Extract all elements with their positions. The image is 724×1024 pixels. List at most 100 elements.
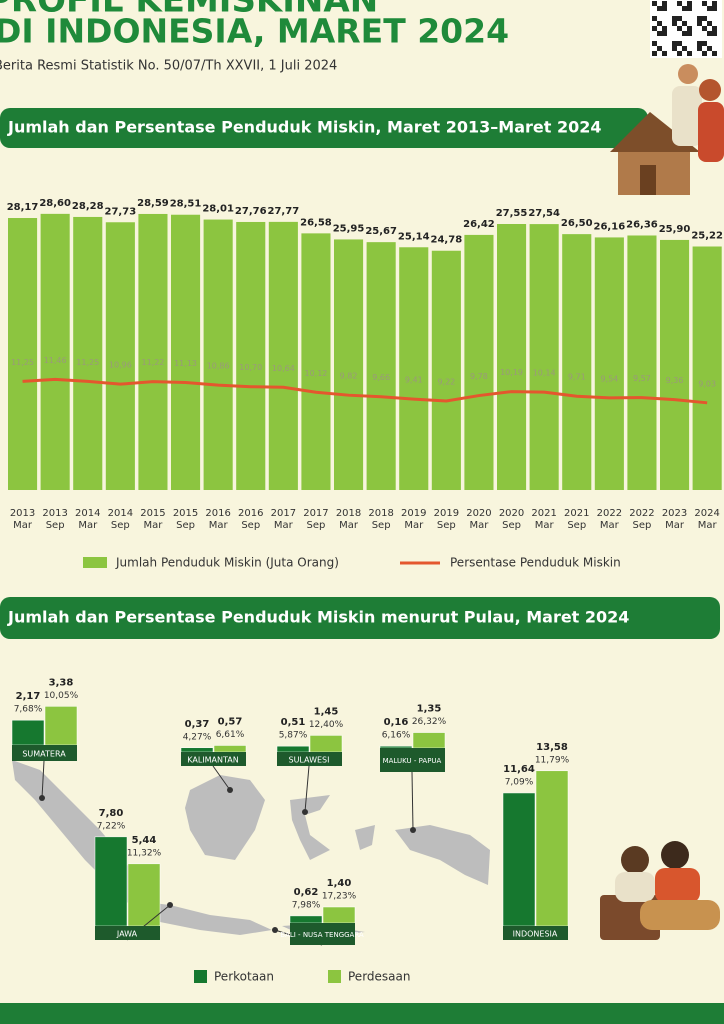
- qr-cell: [672, 46, 677, 51]
- bar: [105, 222, 135, 490]
- bar-value-label: 0,51: [281, 717, 306, 728]
- line-value-label: 10,12: [304, 369, 327, 378]
- x-tick-label: 2014 Sep: [107, 508, 134, 531]
- bar: [138, 213, 168, 490]
- percent-label: 6,16%: [382, 731, 411, 741]
- line-value-label: 9,54: [600, 374, 618, 383]
- bar: [334, 239, 364, 490]
- qr-cell: [677, 16, 682, 21]
- bar: [127, 863, 161, 927]
- bar-value-label: 27,77: [268, 206, 300, 217]
- qr-cell: [712, 1, 717, 6]
- line-value-label: 10,19: [500, 368, 523, 377]
- line-value-label: 10,96: [109, 361, 132, 370]
- qr-cell: [662, 1, 667, 6]
- region-label: SUMATERA: [22, 750, 66, 759]
- connector: [212, 765, 231, 791]
- connector-dot: [302, 809, 308, 815]
- map: [12, 760, 490, 936]
- bar: [301, 233, 331, 490]
- qr-cell: [702, 1, 707, 6]
- bar: [379, 745, 413, 749]
- region-label: MALUKU - PAPUA: [383, 757, 442, 765]
- section-title: Jumlah dan Persentase Penduduk Miskin, M…: [7, 118, 601, 137]
- qr-cell: [687, 51, 692, 56]
- percent-label: 17,23%: [322, 892, 357, 902]
- legend-label: Jumlah Penduduk Miskin (Juta Orang): [115, 556, 339, 570]
- bar-value-label: 0,16: [384, 717, 409, 728]
- qr-cell: [707, 31, 712, 36]
- line-value-label: 10,64: [272, 364, 295, 373]
- footer-band: [0, 1003, 724, 1024]
- qr-cell: [697, 46, 702, 51]
- bar-value-label: 27,54: [528, 208, 560, 219]
- region-label: KALIMANTAN: [187, 756, 238, 765]
- percent-label: 5,87%: [279, 731, 308, 741]
- bar-value-label: 13,58: [536, 742, 568, 753]
- qr-cell: [657, 46, 662, 51]
- line-value-label: 9,71: [568, 373, 586, 382]
- bar: [309, 735, 343, 753]
- bar: [535, 770, 569, 927]
- qr-cell: [682, 6, 687, 11]
- qr-cell: [677, 51, 682, 56]
- connector: [411, 771, 414, 831]
- bar-value-label: 25,95: [333, 223, 365, 234]
- percent-label: 11,32%: [127, 848, 162, 858]
- qr-cell: [712, 51, 717, 56]
- bar-value-label: 2,17: [16, 691, 41, 702]
- percent-label: 10,05%: [44, 691, 79, 701]
- qr-cell: [702, 41, 707, 46]
- region-label: BALI - NUSA TENGGARA: [280, 931, 364, 939]
- qr-cell: [712, 6, 717, 11]
- legend-label: Perkotaan: [214, 970, 274, 984]
- qr-cell: [707, 21, 712, 26]
- qr-cell: [702, 16, 707, 21]
- qr-cell: [652, 1, 657, 6]
- bar-value-label: 25,14: [398, 231, 430, 242]
- region-box: [277, 752, 342, 766]
- region-box: [12, 745, 77, 761]
- region-box: [380, 748, 445, 772]
- bar-value-label: 26,58: [300, 217, 332, 228]
- bar: [11, 719, 45, 746]
- bar-value-label: 0,37: [185, 719, 210, 730]
- line-value-label: 9,66: [372, 373, 390, 382]
- bar: [236, 221, 266, 490]
- x-tick-label: 2019 Sep: [433, 508, 460, 531]
- percent-label: 7,09%: [505, 777, 534, 787]
- x-tick-label: 2020 Mar: [466, 508, 492, 531]
- line-value-label: 9,03: [698, 379, 716, 388]
- region-label: JAWA: [116, 930, 138, 939]
- percent-label: 7,22%: [97, 821, 126, 831]
- qr-cell: [652, 51, 657, 56]
- x-tick-label: 2018 Mar: [335, 508, 362, 531]
- qr-cell: [677, 1, 682, 6]
- qr-cell: [662, 51, 667, 56]
- bar: [94, 836, 128, 927]
- bar-value-label: 26,16: [594, 221, 626, 232]
- legend-label: Persentase Penduduk Miskin: [450, 556, 621, 570]
- bar-value-label: 0,62: [294, 887, 319, 898]
- line-value-label: 11,46: [44, 356, 67, 365]
- qr-cell: [687, 1, 692, 6]
- bar: [497, 224, 527, 490]
- legend-swatch: [328, 970, 341, 983]
- bar-value-label: 1,45: [314, 706, 339, 717]
- qr-cell: [687, 6, 692, 11]
- connector-dot: [39, 795, 45, 801]
- bar: [44, 706, 78, 746]
- line-value-label: 9,82: [340, 372, 358, 381]
- x-tick-label: 2022 Mar: [596, 508, 623, 531]
- qr-cell: [712, 26, 717, 31]
- qr-cell: [697, 21, 702, 26]
- x-tick-label: 2016 Sep: [238, 508, 264, 531]
- region-label: SULAWESI: [288, 756, 329, 765]
- line-value-label: 9,36: [666, 376, 684, 385]
- line-value-label: 10,14: [533, 369, 556, 378]
- bar: [594, 237, 624, 490]
- qr-cell: [707, 6, 712, 11]
- qr-cell: [682, 31, 687, 36]
